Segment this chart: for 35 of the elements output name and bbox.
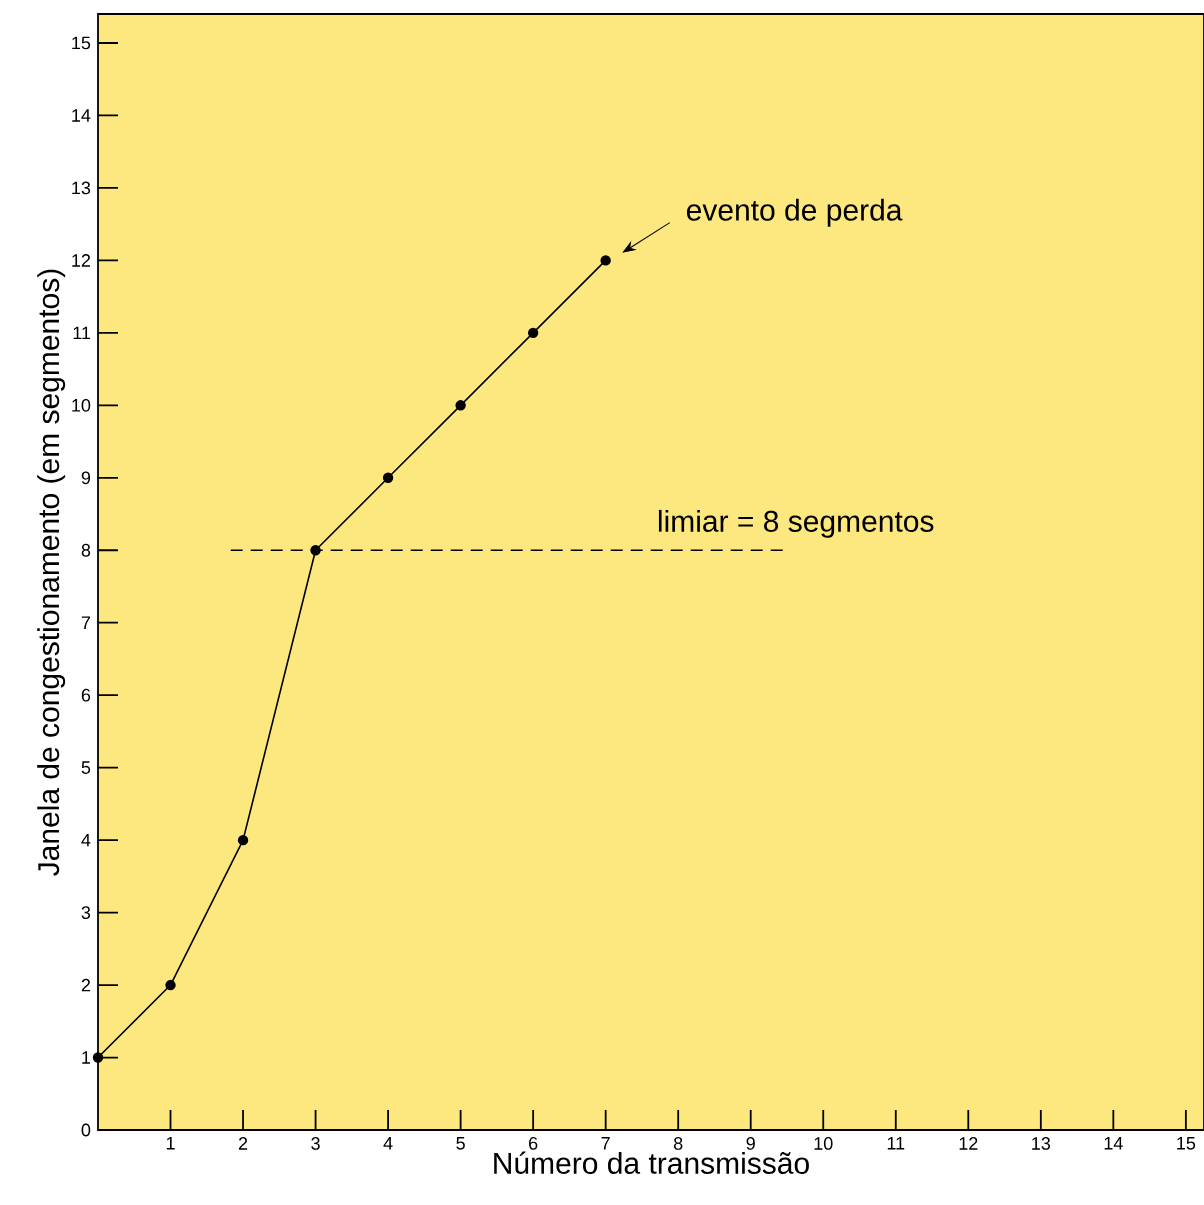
y-axis-title: Janela de congestionamento (em segmentos) xyxy=(37,269,66,876)
x-axis-title: Número da transmissão xyxy=(494,1151,809,1174)
y-tick-label: 9 xyxy=(81,471,91,485)
x-tick-label: 2 xyxy=(238,1137,248,1150)
y-tick-label: 8 xyxy=(81,543,91,557)
x-tick-label: 12 xyxy=(959,1137,978,1150)
x-tick-label: 11 xyxy=(887,1137,905,1150)
y-tick-label: 7 xyxy=(81,616,91,629)
x-tick-label: 10 xyxy=(814,1137,833,1150)
y-tick-label: 12 xyxy=(72,254,91,267)
y-tick-label: 2 xyxy=(81,978,91,992)
y-tick-label: 3 xyxy=(81,906,91,919)
x-tick-label: 7 xyxy=(601,1137,610,1150)
y-tick-label: 10 xyxy=(72,398,91,412)
x-tick-label: 3 xyxy=(311,1137,320,1150)
y-tick-label: 1 xyxy=(82,1051,91,1064)
x-tick-label: 5 xyxy=(456,1137,465,1150)
x-tick-label: 8 xyxy=(673,1137,683,1150)
x-tick-label: 9 xyxy=(746,1137,755,1150)
y-tick-label: 6 xyxy=(81,688,91,702)
x-tick-label: 1 xyxy=(166,1137,175,1150)
x-tick-label: 14 xyxy=(1104,1137,1123,1150)
x-tick-label: 4 xyxy=(383,1137,393,1150)
annotation: evento de perda xyxy=(686,198,903,227)
y-tick-label: 11 xyxy=(73,326,91,340)
x-tick-label: 15 xyxy=(1177,1137,1196,1150)
y-tick-label: 4 xyxy=(81,833,91,847)
y-tick-label: 15 xyxy=(72,36,91,50)
y-tick-label: 0 xyxy=(81,1123,91,1137)
y-tick-label: 13 xyxy=(72,181,91,195)
x-tick-label: 6 xyxy=(529,1137,538,1150)
x-tick-label: 13 xyxy=(1032,1137,1051,1150)
y-tick-label: 14 xyxy=(72,109,91,122)
ref-line-label: limiar = 8 segmentos xyxy=(658,509,934,538)
y-tick-label: 5 xyxy=(81,761,91,774)
